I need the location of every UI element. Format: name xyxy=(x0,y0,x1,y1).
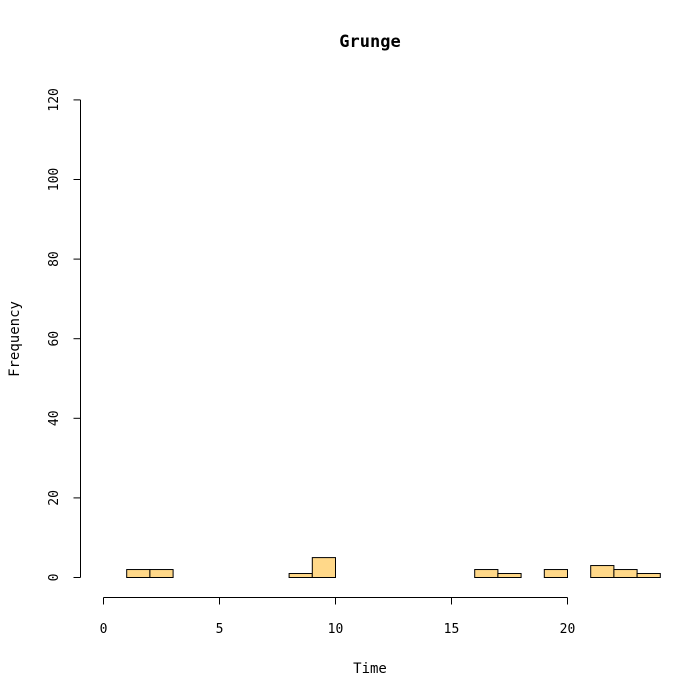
histogram-bar-1 xyxy=(126,569,151,578)
chart-title: Grunge xyxy=(339,32,400,52)
x-tick-label-3: 15 xyxy=(444,622,460,637)
histogram-bar-19 xyxy=(543,569,568,578)
y-tick-label-4: 80 xyxy=(47,251,62,267)
y-tick-label-5: 100 xyxy=(47,168,62,191)
histogram-bar-16 xyxy=(474,569,499,578)
histogram-bar-21 xyxy=(590,565,615,578)
histogram-bar-17 xyxy=(497,573,522,579)
x-tick-label-0: 0 xyxy=(100,622,108,637)
histogram-bar-8 xyxy=(288,573,313,579)
bars-group xyxy=(126,557,661,579)
x-tick-label-2: 10 xyxy=(328,622,344,637)
histogram-bar-22 xyxy=(613,569,638,578)
y-tick-label-3: 60 xyxy=(47,331,62,347)
y-tick-label-1: 20 xyxy=(47,490,62,506)
histogram-bar-2 xyxy=(149,569,174,578)
y-axis: 0 20 40 60 80 100 120 xyxy=(47,88,81,581)
x-axis-label: Time xyxy=(353,661,387,677)
y-tick-label-6: 120 xyxy=(47,88,62,111)
y-tick-label-0: 0 xyxy=(47,574,62,582)
histogram-bar-9 xyxy=(311,557,336,578)
histogram-bar-23 xyxy=(636,573,661,579)
y-axis-label: Frequency xyxy=(7,301,23,377)
x-axis: 0 5 10 15 20 xyxy=(100,597,576,637)
x-tick-label-4: 20 xyxy=(560,622,576,637)
y-tick-label-2: 40 xyxy=(47,410,62,426)
x-tick-label-1: 5 xyxy=(216,622,224,637)
